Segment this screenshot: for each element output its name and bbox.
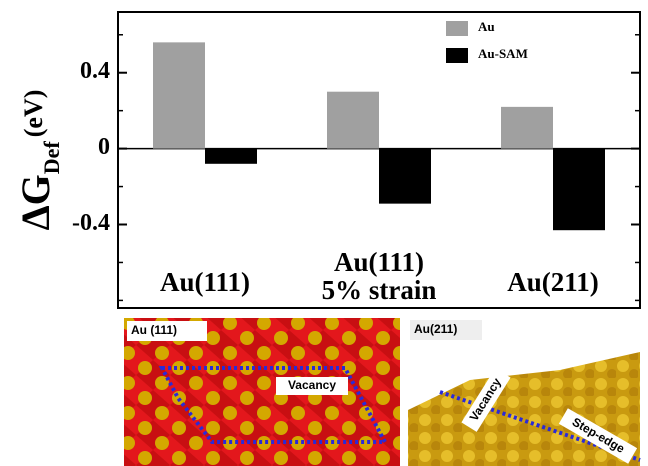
y-axis-label: ΔGDef (eV) bbox=[13, 90, 64, 231]
legend-swatch bbox=[446, 21, 468, 36]
bar bbox=[379, 149, 431, 204]
image-panel-au111: Au (111) Vacancy bbox=[124, 318, 400, 466]
panel-annotation: Vacancy bbox=[288, 378, 336, 392]
bar bbox=[153, 42, 205, 148]
figure: ΔGDef (eV) Au (111) Vacancy Au(211) Vacan… bbox=[0, 0, 648, 466]
y-tick-label: -0.4 bbox=[72, 210, 110, 236]
y-label-sub: Def bbox=[39, 141, 64, 175]
legend-label: Au bbox=[478, 19, 495, 34]
bar bbox=[501, 107, 553, 149]
x-tick-label: Au(111) 5% strain bbox=[292, 248, 466, 304]
bar bbox=[205, 149, 257, 164]
panel-title: Au (111) bbox=[131, 323, 177, 337]
x-tick-label: Au(211) bbox=[466, 268, 640, 296]
y-axis-label-group: ΔGDef (eV) bbox=[13, 90, 64, 231]
image-panel-au211: Au(211) Vacancy Step-edge bbox=[408, 318, 640, 466]
bar bbox=[553, 149, 605, 231]
panel-title: Au(211) bbox=[414, 322, 457, 336]
y-label-main: ΔG bbox=[13, 174, 58, 230]
bar bbox=[327, 92, 379, 149]
y-label-unit: (eV) bbox=[19, 90, 48, 138]
y-tick-label: 0.4 bbox=[80, 58, 110, 84]
chart: ΔGDef (eV) Au (111) Vacancy Au(211) Vacan… bbox=[0, 0, 648, 466]
legend-label: Au-SAM bbox=[478, 46, 528, 61]
x-tick-label: Au(111) bbox=[118, 268, 292, 296]
y-tick-label: 0 bbox=[98, 134, 110, 160]
legend-swatch bbox=[446, 48, 468, 63]
